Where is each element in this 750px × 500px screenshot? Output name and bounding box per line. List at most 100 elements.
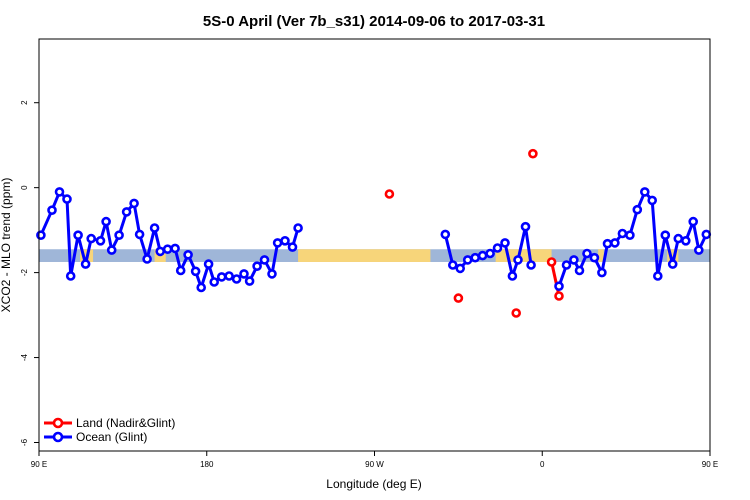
ocean-point bbox=[293, 223, 303, 233]
ocean-point bbox=[554, 281, 564, 292]
ocean-point bbox=[513, 255, 523, 265]
ocean-point bbox=[267, 269, 277, 279]
ocean-point bbox=[106, 245, 117, 255]
land-point bbox=[384, 189, 395, 199]
land-point bbox=[546, 257, 557, 267]
ocean-point bbox=[561, 260, 572, 270]
ocean-point bbox=[196, 282, 206, 293]
ocean-point bbox=[121, 207, 132, 217]
land-point bbox=[528, 148, 538, 159]
ocean-point bbox=[440, 229, 451, 240]
ocean-point bbox=[647, 195, 658, 206]
ocean-point bbox=[507, 271, 518, 281]
ocean-point bbox=[693, 245, 704, 255]
ocean-point bbox=[47, 205, 57, 215]
y-tick-label: 0 bbox=[20, 185, 29, 190]
y-axis-label: XCO2 - MLO trend (ppm) bbox=[0, 178, 13, 313]
x-tick-label: 90 E bbox=[31, 460, 47, 469]
series-layer bbox=[36, 148, 712, 318]
land-point bbox=[511, 308, 522, 318]
ocean-point bbox=[610, 238, 620, 248]
ocean-point bbox=[287, 242, 298, 252]
ocean-point bbox=[589, 252, 600, 263]
ocean-point bbox=[54, 187, 65, 197]
ocean-point bbox=[582, 248, 592, 259]
ocean-point bbox=[660, 230, 671, 240]
ocean-point bbox=[155, 246, 165, 257]
ocean-point bbox=[209, 277, 219, 287]
ocean-point bbox=[462, 255, 473, 265]
ocean-point bbox=[216, 272, 227, 282]
ocean-point bbox=[632, 204, 643, 215]
land-segment bbox=[298, 249, 431, 262]
legend-label: Land (Nadir&Glint) bbox=[76, 416, 175, 430]
ocean-point bbox=[149, 223, 160, 233]
ocean-point bbox=[652, 271, 663, 281]
ocean-point bbox=[447, 260, 458, 270]
x-tick-label: 90 W bbox=[365, 460, 384, 469]
x-tick-label: 180 bbox=[200, 460, 214, 469]
land-point bbox=[554, 291, 564, 301]
ocean-point bbox=[142, 254, 152, 264]
ocean-point bbox=[162, 244, 173, 254]
ocean-point bbox=[239, 269, 249, 279]
series-line bbox=[550, 261, 561, 297]
ocean-point bbox=[680, 236, 691, 246]
x-tick-label: 0 bbox=[540, 460, 545, 469]
ocean-point bbox=[500, 238, 510, 248]
y-tick-label: 2 bbox=[20, 100, 29, 105]
ocean-point bbox=[455, 263, 466, 274]
ocean-point bbox=[244, 276, 255, 286]
ocean-point bbox=[252, 261, 262, 272]
ocean-point bbox=[492, 243, 503, 253]
legend: Land (Nadir&Glint)Ocean (Glint) bbox=[44, 416, 175, 444]
ocean-point bbox=[520, 221, 531, 232]
ocean-point bbox=[65, 271, 76, 281]
y-tick-label: -2 bbox=[20, 269, 29, 277]
ocean-point bbox=[36, 230, 46, 240]
ocean-point bbox=[190, 266, 201, 277]
ocean-point bbox=[80, 259, 91, 269]
ocean-point bbox=[114, 230, 124, 240]
ocean-point bbox=[673, 233, 684, 244]
x-axis-label: Longitude (deg E) bbox=[326, 477, 421, 491]
y-tick-label: -4 bbox=[20, 353, 29, 361]
ocean-point bbox=[574, 265, 585, 276]
x-tick-label: 90 E bbox=[702, 460, 718, 469]
ocean-point bbox=[259, 255, 270, 265]
legend-marker bbox=[52, 431, 64, 443]
ocean-point bbox=[175, 265, 186, 276]
ocean-point bbox=[701, 229, 712, 240]
land-segment bbox=[598, 249, 604, 262]
legend-label: Ocean (Glint) bbox=[76, 430, 147, 444]
legend-marker bbox=[52, 417, 64, 429]
x-axis: 90 E 180 90 W 0 90 E bbox=[31, 451, 718, 469]
ocean-point bbox=[95, 236, 106, 246]
ocean-point bbox=[86, 233, 96, 244]
ocean-point bbox=[526, 260, 536, 270]
ocean-point bbox=[170, 243, 180, 254]
surface-band bbox=[39, 249, 710, 262]
y-axis: 2 0 -2 -4 -6 bbox=[20, 100, 39, 446]
ocean-point bbox=[280, 236, 290, 246]
ocean-point bbox=[617, 228, 628, 239]
ocean-point bbox=[597, 267, 607, 278]
ocean-point bbox=[477, 250, 488, 261]
chart-title: 5S-0 April (Ver 7b_s31) 2014-09-06 to 20… bbox=[203, 13, 545, 30]
ocean-point bbox=[272, 238, 283, 248]
ocean-point bbox=[231, 274, 242, 284]
ocean-point bbox=[667, 259, 678, 269]
ocean-point bbox=[129, 198, 139, 209]
y-tick-label: -6 bbox=[20, 438, 29, 446]
land-point bbox=[453, 293, 464, 303]
ocean-point bbox=[101, 216, 111, 227]
ocean-point bbox=[203, 259, 214, 269]
ocean-point bbox=[569, 255, 579, 265]
land-segment bbox=[667, 249, 679, 262]
ocean-point bbox=[62, 194, 72, 204]
ocean-point bbox=[688, 216, 699, 227]
ocean-point bbox=[485, 248, 495, 259]
land-segment bbox=[495, 249, 552, 262]
ocean-point bbox=[639, 187, 650, 197]
